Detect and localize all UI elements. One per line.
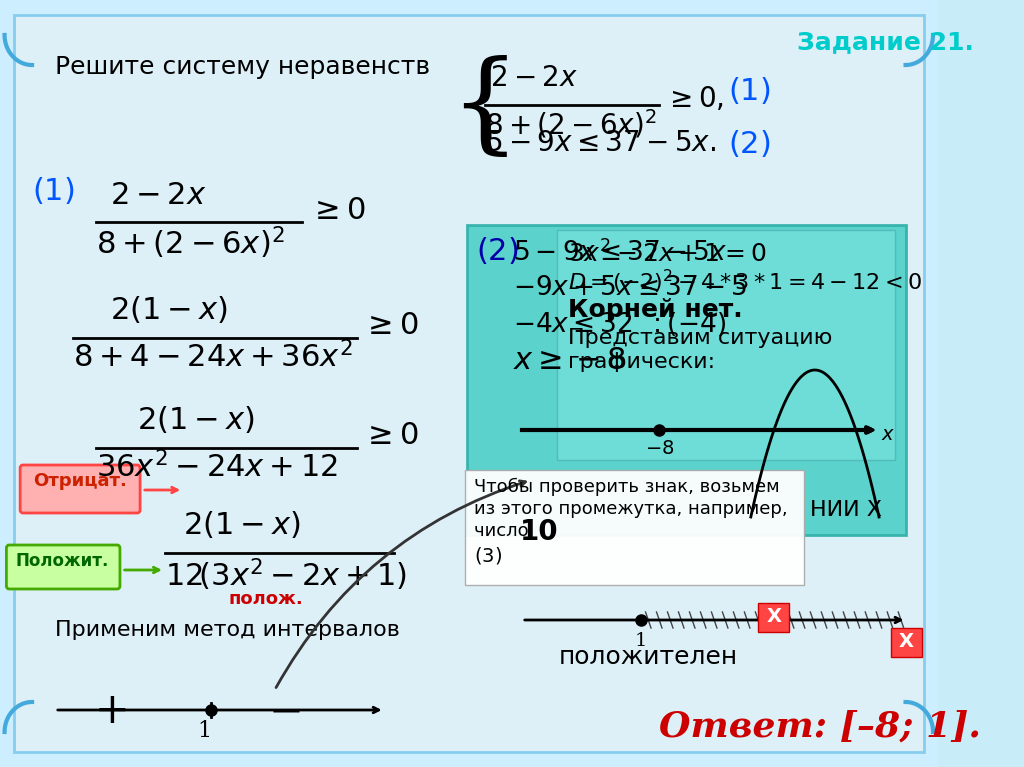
Text: $+$: $+$ — [93, 690, 126, 732]
Text: НИИ X: НИИ X — [810, 500, 883, 520]
Text: $-$: $-$ — [267, 690, 300, 732]
Text: X: X — [766, 607, 781, 626]
Text: $(2)$: $(2)$ — [476, 235, 519, 266]
Text: Ответ: [–8; 1].: Ответ: [–8; 1]. — [659, 710, 981, 744]
Text: $2-2x$: $2-2x$ — [489, 65, 578, 92]
Text: $8+(2-6x)^2$: $8+(2-6x)^2$ — [96, 225, 285, 262]
Text: Применим метод интервалов: Применим метод интервалов — [55, 620, 399, 640]
Text: $x \geq -8$: $x \geq -8$ — [513, 345, 626, 376]
Text: $5-9x \leq 37-5x.$: $5-9x \leq 37-5x.$ — [485, 130, 717, 157]
Text: Отрицат.: Отрицат. — [33, 472, 127, 490]
FancyBboxPatch shape — [6, 545, 120, 589]
Text: 1: 1 — [635, 632, 647, 650]
Text: 10: 10 — [520, 518, 559, 546]
Text: Положит.: Положит. — [15, 552, 109, 570]
Text: $36x^2-24x+12$: $36x^2-24x+12$ — [96, 452, 338, 485]
Text: $12\!\left(3x^2-2x+1\right)$: $12\!\left(3x^2-2x+1\right)$ — [165, 557, 407, 594]
Text: Представим ситуацию: Представим ситуацию — [567, 328, 833, 348]
Text: Корней нет.: Корней нет. — [567, 298, 742, 322]
Text: полож.: полож. — [229, 590, 304, 608]
Text: 1: 1 — [198, 720, 211, 742]
Text: положителен: положителен — [558, 645, 737, 669]
Text: Задание 21.: Задание 21. — [797, 30, 974, 54]
Text: графически:: графически: — [567, 352, 715, 372]
Text: $8+4-24x+36x^2$: $8+4-24x+36x^2$ — [74, 342, 353, 374]
Text: X: X — [899, 632, 914, 651]
FancyBboxPatch shape — [467, 225, 906, 535]
Text: $2-2x$: $2-2x$ — [110, 180, 207, 211]
Text: $3x^2-2x+1=0$: $3x^2-2x+1=0$ — [567, 240, 766, 267]
FancyBboxPatch shape — [465, 470, 804, 585]
FancyBboxPatch shape — [20, 465, 140, 513]
Text: $2(1-x)$: $2(1-x)$ — [183, 510, 301, 541]
Text: $8+(2-6x)^2$: $8+(2-6x)^2$ — [485, 108, 657, 141]
Text: $2(1-x)$: $2(1-x)$ — [137, 405, 255, 436]
Text: $-9x+5x \leq 37-5$: $-9x+5x \leq 37-5$ — [513, 275, 746, 300]
Text: Решите систему неравенств: Решите систему неравенств — [55, 55, 430, 79]
Polygon shape — [13, 15, 924, 752]
Polygon shape — [0, 0, 938, 767]
Text: $x$: $x$ — [881, 426, 895, 444]
Text: $\geq 0$: $\geq 0$ — [361, 420, 419, 451]
Text: число: число — [474, 522, 535, 540]
FancyBboxPatch shape — [758, 603, 790, 632]
Text: $\geq 0$: $\geq 0$ — [361, 310, 419, 341]
Text: $D=(-2)^2-4*3*1=4-12<0$: $D=(-2)^2-4*3*1=4-12<0$ — [567, 268, 922, 296]
Text: $-4x \leq 32 \;\; :(-4)$: $-4x \leq 32 \;\; :(-4)$ — [513, 310, 726, 338]
Text: Чтобы проверить знак, возьмем: Чтобы проверить знак, возьмем — [474, 478, 780, 496]
Text: $5-9x \leq 37-5x$: $5-9x \leq 37-5x$ — [513, 240, 727, 265]
Text: $(1)$: $(1)$ — [728, 75, 770, 106]
FancyBboxPatch shape — [557, 230, 895, 460]
Text: $-8$: $-8$ — [644, 440, 674, 458]
Text: $\geq 0$: $\geq 0$ — [309, 195, 367, 226]
Text: {: { — [449, 55, 519, 162]
Text: $\geq 0,$: $\geq 0,$ — [664, 85, 724, 113]
Text: $(2)$: $(2)$ — [728, 128, 770, 159]
FancyBboxPatch shape — [891, 628, 922, 657]
Text: $(3)$: $(3)$ — [474, 545, 503, 566]
Text: $(1)$: $(1)$ — [32, 175, 75, 206]
Text: $2(1-x)$: $2(1-x)$ — [110, 295, 227, 326]
Text: из этого промежутка, например,: из этого промежутка, например, — [474, 500, 787, 518]
